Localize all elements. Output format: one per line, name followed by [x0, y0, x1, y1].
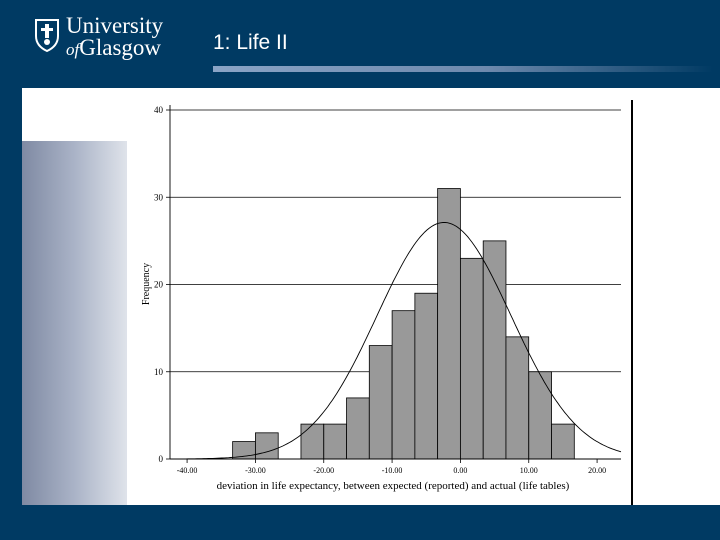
logo-line2-text: Glasgow: [79, 35, 162, 60]
histogram-bars: [232, 188, 575, 460]
histogram-bar: [482, 240, 507, 460]
x-tick-label: 20.00: [588, 466, 606, 475]
university-logo: University ofGlasgow: [34, 14, 164, 62]
vertical-divider: [631, 100, 633, 505]
x-tick-label: -20.00: [313, 466, 334, 475]
x-tick-label: 10.00: [520, 466, 538, 475]
decorative-gradient-panel: [22, 141, 127, 505]
crest-icon: [35, 19, 59, 52]
logo-line1: University: [66, 13, 164, 38]
histogram-chart: 0 10 20 30 40 -40.00 -30.00 -20.00 -10.00 0.00 10…: [141, 105, 622, 492]
y-tick-label: 20: [154, 280, 164, 290]
histogram-bar: [323, 423, 347, 460]
histogram-bar: [414, 292, 439, 460]
x-tick-label: -10.00: [382, 466, 403, 475]
y-tick-label: 0: [159, 454, 164, 464]
x-tick-label: -30.00: [245, 466, 266, 475]
histogram-bar: [505, 336, 530, 460]
normal-curve: [170, 222, 622, 460]
histogram-bar: [460, 257, 484, 460]
histogram-bar: [391, 310, 416, 460]
title-underline-bar: [213, 66, 713, 72]
slide-content-area: 0 10 20 30 40 -40.00 -30.00 -20.00 -10.00 0.00 10…: [22, 88, 720, 505]
logo-line2-prefix: of: [66, 40, 80, 59]
y-tick-label: 40: [154, 105, 164, 115]
x-tick-label: 0.00: [453, 466, 467, 475]
x-axis-label: deviation in life expectancy, between ex…: [217, 480, 570, 492]
slide-title: 1: Life II: [213, 31, 288, 54]
histogram-bar: [551, 423, 575, 460]
y-tick-labels: 0 10 20 30 40: [154, 105, 164, 464]
y-axis-label: Frequency: [141, 263, 152, 305]
y-tick-label: 10: [154, 367, 164, 377]
axes: [166, 105, 621, 463]
histogram-bar: [368, 345, 393, 460]
histogram-bar: [255, 432, 279, 460]
x-tick-label: -40.00: [177, 466, 198, 475]
histogram-bar: [346, 397, 370, 460]
x-tick-labels: -40.00 -30.00 -20.00 -10.00 0.00 10.00 20.00: [177, 466, 606, 475]
grid-lines: [170, 109, 621, 373]
histogram-bar: [528, 371, 552, 460]
histogram-bar: [300, 423, 325, 460]
histogram-bar: [437, 188, 461, 460]
y-tick-label: 30: [154, 192, 164, 202]
logo-line2: ofGlasgow: [66, 36, 161, 62]
